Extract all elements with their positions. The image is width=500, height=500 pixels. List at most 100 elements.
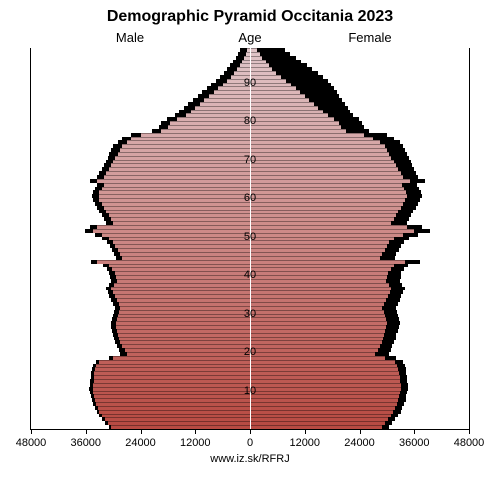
bar-row	[31, 171, 250, 175]
bar-row	[250, 248, 469, 252]
bar-row	[31, 125, 250, 129]
bar-row	[250, 137, 469, 141]
bar-row	[31, 240, 250, 244]
bar-row	[250, 202, 469, 206]
bar-row	[31, 67, 250, 71]
bar-row	[250, 314, 469, 318]
bar-row	[250, 298, 469, 302]
bar-row	[250, 383, 469, 387]
bar-row	[250, 71, 469, 75]
y-tick-label: 40	[244, 269, 256, 281]
bar-row	[250, 352, 469, 356]
y-tick-label: 90	[244, 77, 256, 89]
bar-row	[31, 94, 250, 98]
bar-row	[250, 52, 469, 56]
y-tick-label: 30	[244, 308, 256, 320]
pyramid-chart: Demographic Pyramid Occitania 2023 Male …	[0, 0, 500, 500]
bar-row	[250, 48, 469, 52]
bar-row	[250, 287, 469, 291]
bar-row	[31, 110, 250, 114]
bar-row	[31, 175, 250, 179]
bar-row	[250, 237, 469, 241]
bar-row	[31, 271, 250, 275]
bar-row	[250, 348, 469, 352]
bar-row	[31, 314, 250, 318]
bar-row	[250, 387, 469, 391]
bar-row	[31, 237, 250, 241]
bar-row	[250, 421, 469, 425]
bar-row	[250, 113, 469, 117]
header-labels: Male Age Female	[0, 30, 500, 45]
x-tick-label: 12000	[289, 437, 320, 449]
male-label: Male	[30, 30, 230, 45]
bar-row	[31, 198, 250, 202]
bar-row	[250, 367, 469, 371]
bar-row	[31, 63, 250, 67]
x-tick-label: 36000	[70, 437, 101, 449]
bar-row	[250, 379, 469, 383]
bar-row	[250, 83, 469, 87]
bar-row	[250, 106, 469, 110]
bar-row	[31, 121, 250, 125]
bar-row	[250, 206, 469, 210]
bar-row	[250, 333, 469, 337]
bar-row	[31, 233, 250, 237]
bar-row	[31, 264, 250, 268]
bar-row	[31, 375, 250, 379]
bar-row	[31, 302, 250, 306]
bar-row	[31, 256, 250, 260]
bar-row	[31, 133, 250, 137]
bar-row	[250, 210, 469, 214]
x-tick-label: 48000	[16, 437, 47, 449]
bar-row	[31, 152, 250, 156]
bar-row	[31, 75, 250, 79]
bar-row	[31, 421, 250, 425]
bar-row	[31, 183, 250, 187]
bar-row	[250, 302, 469, 306]
bar-row	[31, 156, 250, 160]
bar-row	[31, 275, 250, 279]
bar-row	[31, 98, 250, 102]
bar-row	[31, 129, 250, 133]
bar-row	[31, 306, 250, 310]
bar-row	[31, 290, 250, 294]
bar-row	[250, 325, 469, 329]
x-tick-label: 36000	[399, 437, 430, 449]
bar-row	[250, 329, 469, 333]
bar-row	[250, 310, 469, 314]
bar-row	[250, 194, 469, 198]
x-tick-label: 0	[247, 437, 253, 449]
bar-row	[31, 364, 250, 368]
bar-row	[31, 106, 250, 110]
bar-row	[250, 256, 469, 260]
bar-row	[31, 113, 250, 117]
bar-row	[250, 175, 469, 179]
x-tick-label: 24000	[125, 437, 156, 449]
bar-row	[250, 171, 469, 175]
bar-row	[31, 163, 250, 167]
male-half	[31, 48, 250, 429]
bar-row	[31, 283, 250, 287]
bar-row	[31, 179, 250, 183]
bar-row	[31, 52, 250, 56]
bar-row	[250, 337, 469, 341]
bar-row	[31, 367, 250, 371]
bar-row	[250, 275, 469, 279]
bar-row	[250, 63, 469, 67]
bar-row	[31, 248, 250, 252]
bar-row	[31, 190, 250, 194]
bar-row	[250, 267, 469, 271]
y-tick-label: 80	[244, 115, 256, 127]
bar-row	[250, 375, 469, 379]
bar-row	[31, 387, 250, 391]
bar-row	[31, 287, 250, 291]
bar-row	[31, 329, 250, 333]
bar-row	[250, 90, 469, 94]
bar-row	[250, 94, 469, 98]
bar-row	[250, 240, 469, 244]
bar-row	[31, 221, 250, 225]
bar-row	[250, 217, 469, 221]
bar-row	[31, 310, 250, 314]
bar-row	[250, 340, 469, 344]
bar-row	[31, 48, 250, 52]
